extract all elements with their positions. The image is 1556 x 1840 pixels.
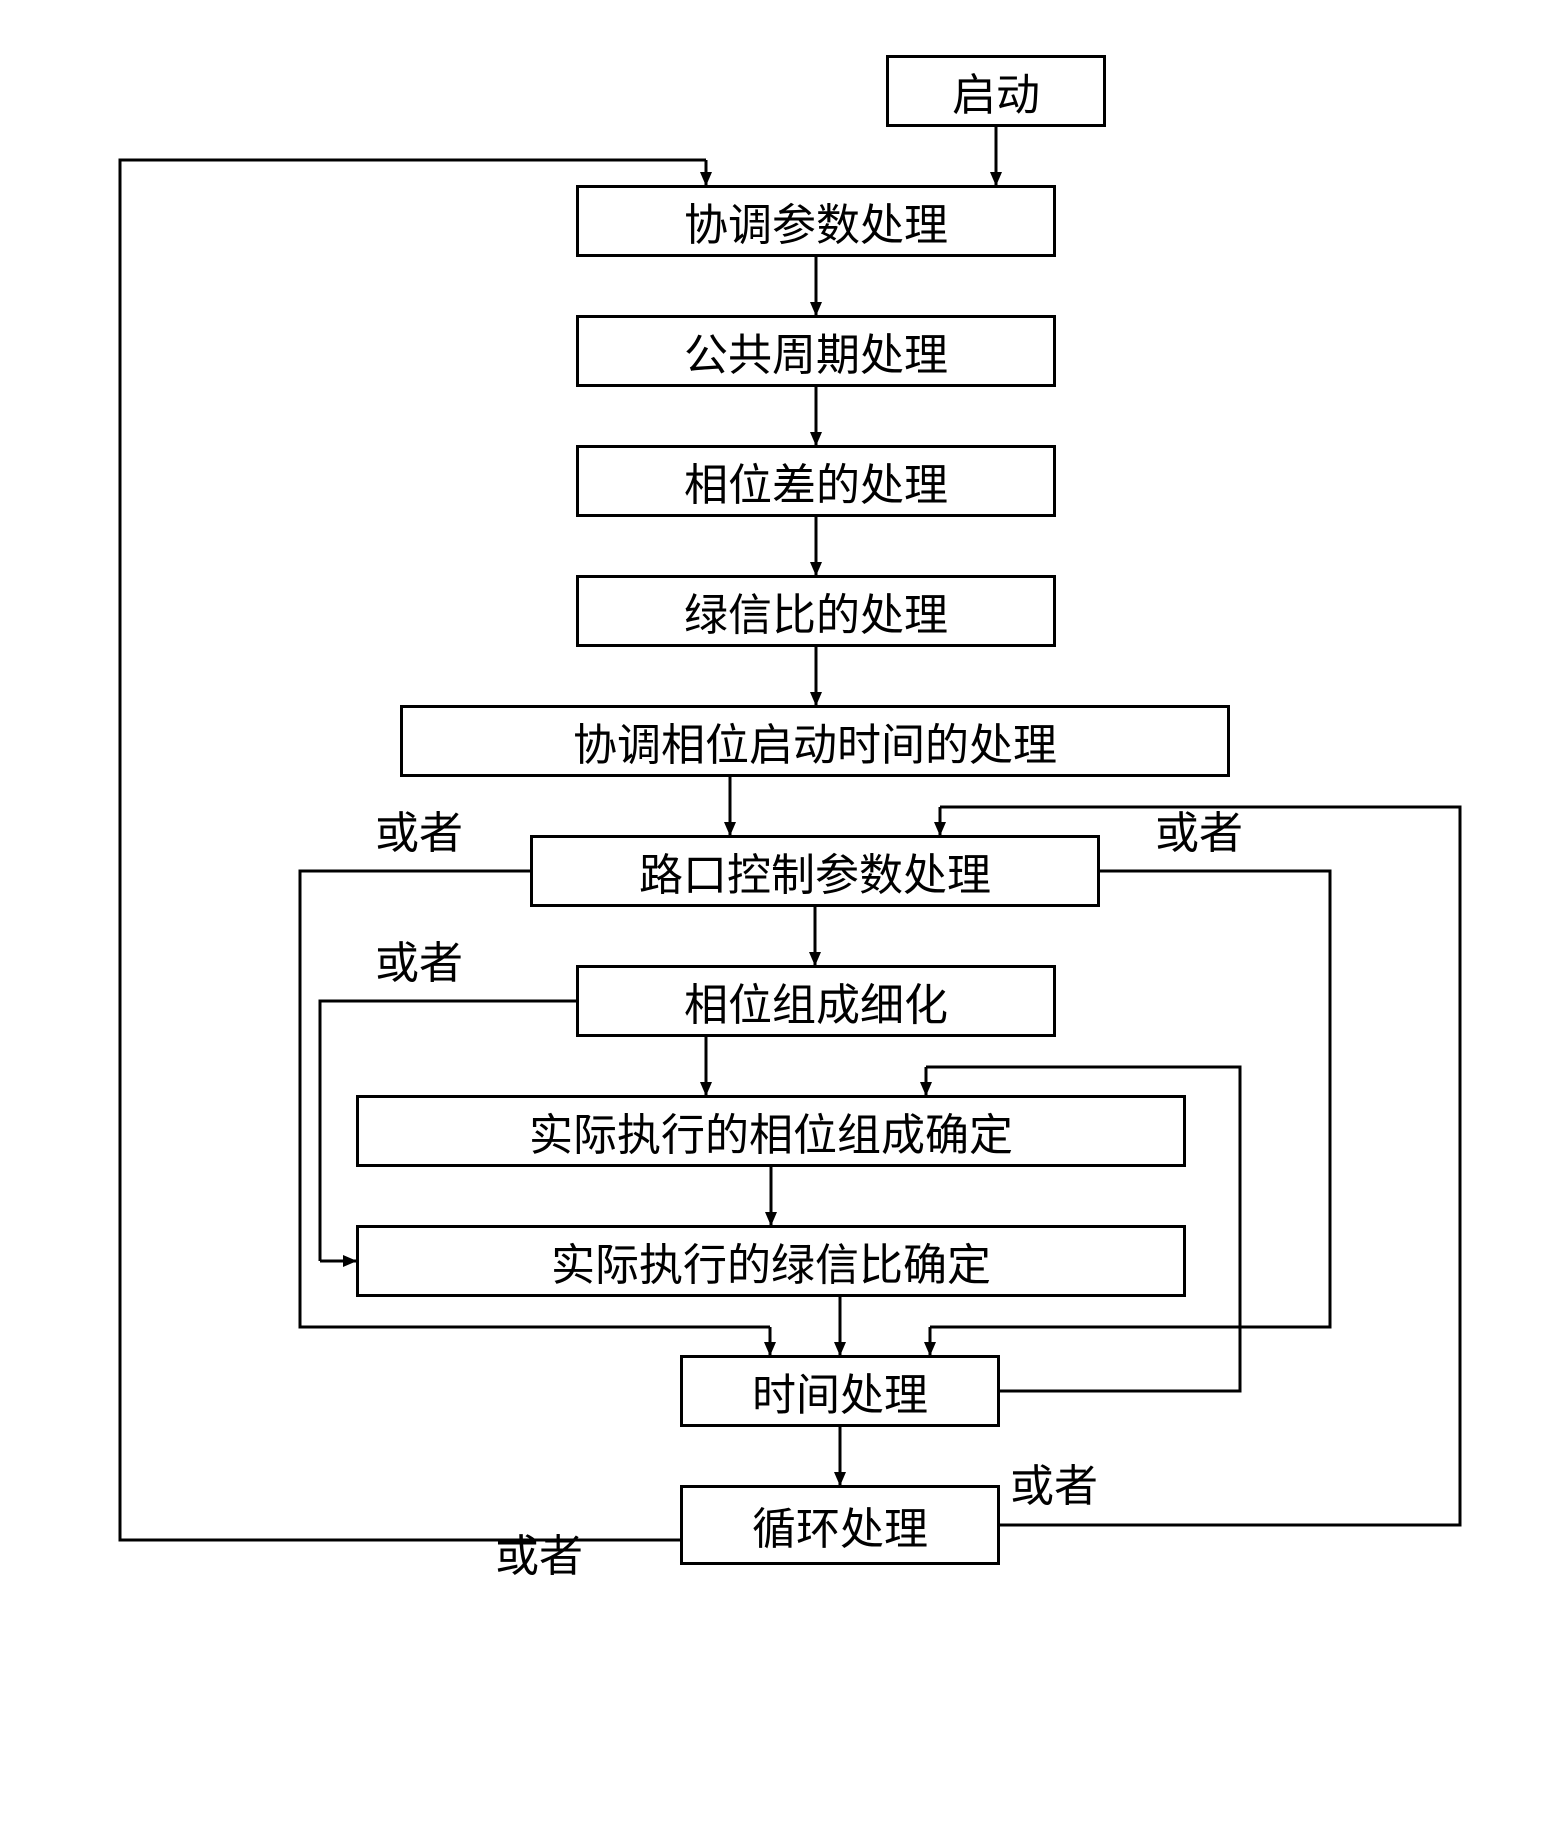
- node-label: 循环处理: [752, 1493, 928, 1557]
- node-label: 启动: [952, 59, 1040, 123]
- node-start: 启动: [886, 55, 1106, 127]
- edge-label-or-right-n6: 或者: [1155, 797, 1243, 861]
- node-label: 相位差的处理: [684, 449, 948, 513]
- node-label: 公共周期处理: [684, 319, 948, 383]
- node-label: 实际执行的相位组成确定: [529, 1099, 1013, 1163]
- node-label: 绿信比的处理: [684, 579, 948, 643]
- node-n2: 公共周期处理: [576, 315, 1056, 387]
- node-n3: 相位差的处理: [576, 445, 1056, 517]
- node-n10: 时间处理: [680, 1355, 1000, 1427]
- node-n5: 协调相位启动时间的处理: [400, 705, 1230, 777]
- edge-label-or-left-n6: 或者: [375, 797, 463, 861]
- node-label: 时间处理: [752, 1359, 928, 1423]
- node-label: 路口控制参数处理: [639, 839, 991, 903]
- node-n4: 绿信比的处理: [576, 575, 1056, 647]
- node-label: 相位组成细化: [684, 969, 948, 1033]
- edge-label-or-left-n7: 或者: [375, 927, 463, 991]
- node-n11: 循环处理: [680, 1485, 1000, 1565]
- node-n7: 相位组成细化: [576, 965, 1056, 1037]
- node-label: 协调参数处理: [684, 189, 948, 253]
- node-label: 实际执行的绿信比确定: [551, 1229, 991, 1293]
- edge-label-or-n10-right: 或者: [1010, 1450, 1098, 1514]
- node-n1: 协调参数处理: [576, 185, 1056, 257]
- node-label: 协调相位启动时间的处理: [573, 709, 1057, 773]
- node-n8: 实际执行的相位组成确定: [356, 1095, 1186, 1167]
- node-n6: 路口控制参数处理: [530, 835, 1100, 907]
- edge-label-or-n11-left: 或者: [495, 1520, 583, 1584]
- node-n9: 实际执行的绿信比确定: [356, 1225, 1186, 1297]
